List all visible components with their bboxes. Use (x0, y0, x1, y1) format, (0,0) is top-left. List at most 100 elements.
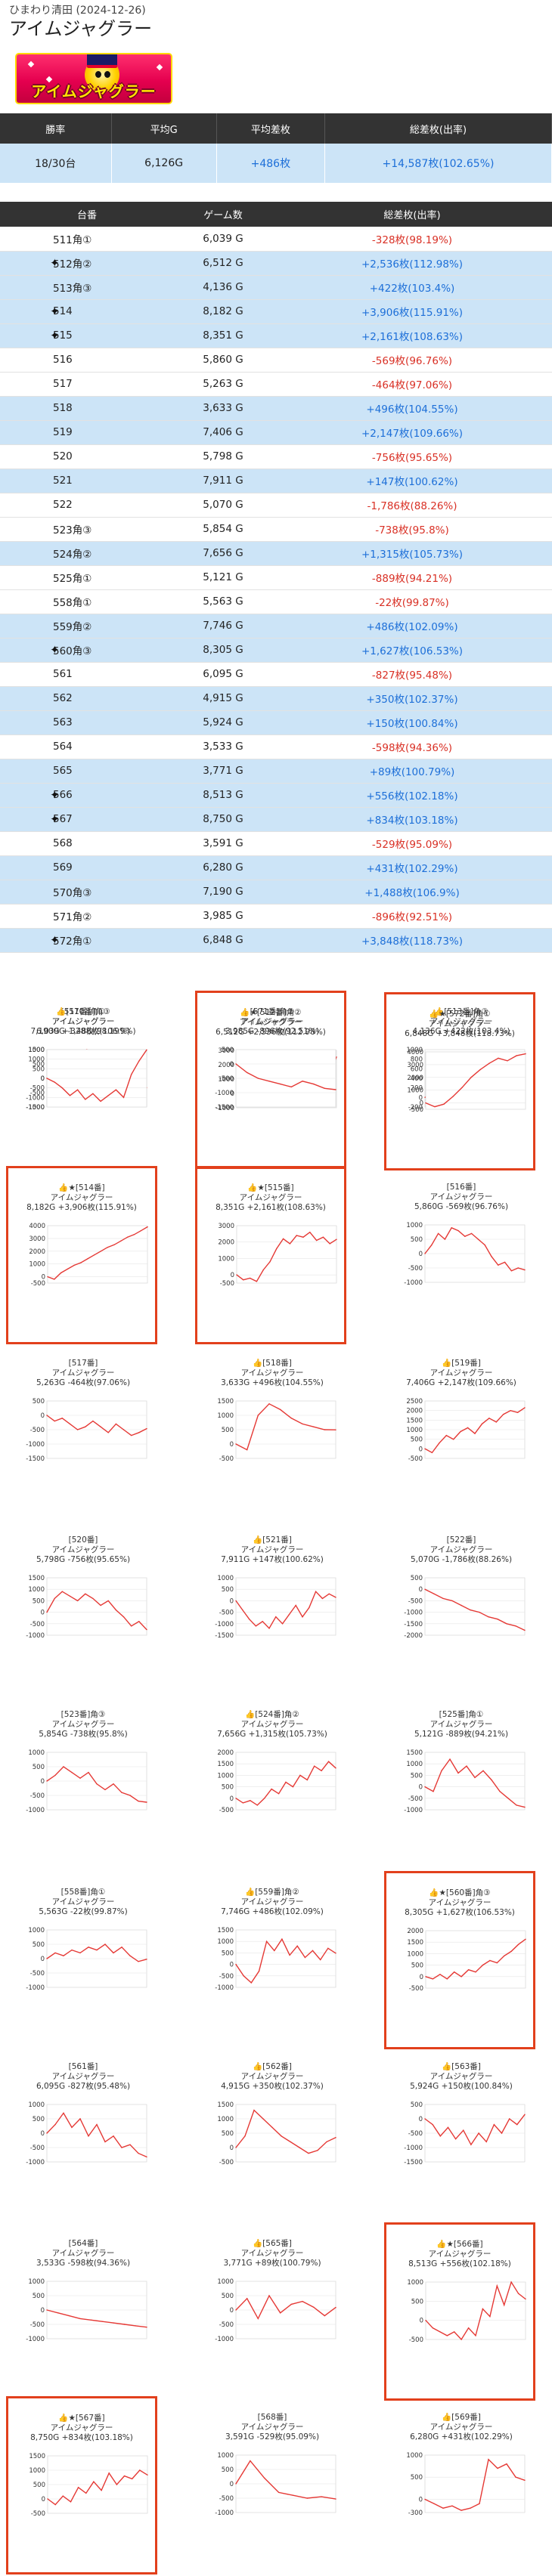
machine-graph-card[interactable]: [522番] アイムジャグラー 5,070G -1,786枚(88.26%) 500 0… (386, 1520, 537, 1699)
machine-graph-card[interactable]: [558番]角① アイムジャグラー 5,563G -22枚(99.87%) 1000 5… (8, 1872, 159, 2051)
diff-data-point (236, 1274, 237, 1276)
machine-number-link[interactable]: 559角② (0, 614, 174, 639)
y-tick-label: 500 (222, 2466, 234, 2474)
diff-data-point (424, 2118, 426, 2120)
diff-cell: -598枚(94.36%) (272, 734, 552, 759)
machine-graph-card[interactable]: [516番] アイムジャグラー 5,860G -569枚(96.76%) 1000 50… (386, 1167, 537, 1346)
machine-graph-card[interactable]: 👍★[515番] アイムジャグラー 8,351G +2,161枚(108.63%) 3… (195, 1166, 346, 1344)
y-tick-label: 0 (41, 1412, 45, 1420)
machine-graph-card[interactable]: 👍★[567番] アイムジャグラー 8,750G +834枚(103.18%) 150… (6, 2396, 157, 2574)
machine-number-link[interactable]: 521 (0, 469, 174, 493)
machine-number-link[interactable]: 517 (0, 372, 174, 397)
y-tick-label: 500 (33, 2116, 45, 2123)
machine-number-link[interactable]: 562 (0, 686, 174, 711)
plot-area (425, 2281, 526, 2340)
diff-data-point (116, 2484, 118, 2485)
machine-number-link[interactable]: 522 (0, 493, 174, 518)
games-cell: 6,280 G (174, 855, 272, 880)
machine-graph-card[interactable]: [564番] アイムジャグラー 3,533G -598枚(94.36%) 1000 50… (8, 2224, 159, 2402)
games-cell: 5,924 G (174, 710, 272, 735)
machine-graph-card[interactable]: 👍★[514番] アイムジャグラー 8,182G +3,906枚(115.91%) 4… (6, 1166, 157, 1344)
machine-number-link[interactable]: 516 (0, 348, 174, 373)
machine-graph-card[interactable]: 👍[519番] アイムジャグラー 7,406G +2,147枚(109.66%) 25… (386, 1344, 537, 1522)
machine-graph-card[interactable]: [517番] アイムジャグラー 5,263G -464枚(97.06%) 500 0 -5… (8, 1344, 159, 1522)
machine-number-link[interactable]: ✦ 560角③ (0, 638, 174, 663)
machine-number-link[interactable]: 564 (0, 734, 174, 759)
y-tick-label: 4000 (407, 1049, 423, 1056)
machine-number-link[interactable]: ✦ 572角① (0, 928, 174, 953)
machine-number-link[interactable]: 511角① (0, 227, 174, 252)
diff-data-point (289, 1954, 290, 1956)
games-cell: 3,771 G (174, 759, 272, 784)
diff-cell: +486枚(102.09%) (272, 614, 552, 639)
games-cell: 7,656 G (174, 541, 272, 566)
machine-number-link[interactable]: 563 (0, 710, 174, 735)
diff-data-point (510, 1270, 513, 1272)
machine-graph-card[interactable]: [523番]角③ アイムジャグラー 5,854G -738枚(95.8%) 1000 5… (8, 1695, 159, 1873)
card-model-name: アイムジャグラー (239, 1018, 302, 1027)
diff-data-point (79, 1777, 81, 1779)
machine-number-link[interactable]: 525角① (0, 565, 174, 590)
machine-graph-card[interactable]: 👍★[566番] アイムジャグラー 8,513G +556枚(102.18%) 100… (384, 2222, 535, 2401)
machine-number-link[interactable]: ✦ 515 (0, 323, 174, 348)
diff-data-point (278, 1793, 280, 1795)
machine-number-link[interactable]: ✦ 566 (0, 783, 174, 808)
diff-data-point (451, 1600, 453, 1602)
diff-graph-chart: 1000 500 0 -500 -1000 (404, 1222, 526, 1285)
diff-data-point (474, 1777, 476, 1779)
machine-number-link[interactable]: 569 (0, 855, 174, 880)
diff-data-point (264, 2477, 265, 2479)
y-tick-label: -500 (408, 1265, 423, 1273)
machine-number-link[interactable]: 571角② (0, 904, 174, 929)
machine-number-link[interactable]: ✦ 512角② (0, 251, 174, 276)
machine-graph-card[interactable]: [571番]角② アイムジャグラー 3,985G -896枚(92.51%) 500 0… (197, 992, 348, 1170)
card-stats: 7,656G +1,315枚(105.73%) (217, 1730, 327, 1739)
machine-number-link[interactable]: 518 (0, 396, 174, 421)
machine-graph-card[interactable]: 👍[524番]角② アイムジャグラー 7,656G +1,315枚(105.73%)… (197, 1695, 348, 1873)
machine-graph-card[interactable]: 👍[559番]角② アイムジャグラー 7,746G +486枚(102.09%) 15… (197, 1872, 348, 2051)
sparkle-icon: ✦ (50, 255, 60, 270)
y-tick-label: 0 (41, 1778, 45, 1786)
machine-number-link[interactable]: ✦ 567 (0, 807, 174, 832)
machine-graph-card[interactable]: [568番] アイムジャグラー 3,591G -529枚(95.09%) 1000 50… (197, 2398, 348, 2576)
machine-graph-card[interactable]: 👍[570番]角③ アイムジャグラー 7,190G +1,488枚(106.9%) 1… (8, 992, 159, 1170)
machine-graph-card[interactable]: 👍[569番] アイムジャグラー 6,280G +431枚(102.29%) 1000… (386, 2398, 537, 2576)
card-stats: 5,563G -22枚(99.87%) (39, 1907, 128, 1916)
card-title: [516番] (386, 1183, 537, 1192)
thumbs-up-icon: 👍 (245, 1710, 256, 1719)
machine-number: 525角① (53, 573, 92, 585)
machine-number-link[interactable]: 558角① (0, 589, 174, 614)
machine-graph-card[interactable]: 👍★[560番]角③ アイムジャグラー 8,305G +1,627枚(106.53%… (384, 1871, 535, 2049)
machine-graph-card[interactable]: 👍[521番] アイムジャグラー 7,911G +147枚(100.62%) 1000… (197, 1520, 348, 1699)
machine-number-link[interactable]: 519 (0, 420, 174, 445)
machine-number-link[interactable]: 568 (0, 831, 174, 856)
y-tick-label: 1000 (217, 2452, 234, 2460)
machine-number-link[interactable]: 513角③ (0, 275, 174, 300)
machine-graph-card[interactable]: 👍[563番] アイムジャグラー 5,924G +150枚(100.84%) 500 0… (386, 2047, 537, 2225)
card-machine-number: [568番] (257, 2413, 287, 2422)
machine-number-link[interactable]: 520 (0, 444, 174, 469)
machine-graph-card[interactable]: [525番]角① アイムジャグラー 5,121G -889枚(94.21%) 1500… (386, 1695, 537, 1873)
machine-number-link[interactable]: 524角② (0, 541, 174, 566)
machine-graph-card[interactable]: 👍[562番] アイムジャグラー 4,915G +350枚(102.37%) 1500… (197, 2047, 348, 2225)
diff-graph-chart: 1000 500 0 -500 -1000 (215, 2452, 336, 2516)
diff-cell: +2,147枚(109.66%) (272, 420, 552, 445)
card-machine-number: [523番]角③ (60, 1710, 106, 1719)
machine-number-link[interactable]: 570角③ (0, 880, 174, 905)
machine-graph-card[interactable]: [520番] アイムジャグラー 5,798G -756枚(95.65%) 1500 10… (8, 1520, 159, 1699)
machine-number-link[interactable]: 561 (0, 662, 174, 687)
machine-number-link[interactable]: ✦ 514 (0, 299, 174, 324)
machine-graph-card[interactable]: [561番] アイムジャグラー 6,095G -827枚(95.48%) 1000 50… (8, 2047, 159, 2225)
diff-graph-chart: 500 0 -500 -1000 -1500 (404, 2101, 526, 2165)
machine-number: 512角② (53, 258, 92, 271)
machine-graph-card[interactable]: 👍[518番] アイムジャグラー 3,633G +496枚(104.55%) 1500… (197, 1344, 348, 1522)
diff-data-point (321, 1597, 324, 1600)
machine-graph-card[interactable]: 👍[565番] アイムジャグラー 3,771G +89枚(100.79%) 1000 5… (197, 2224, 348, 2402)
diff-graph-chart: 1000 500 0 -500 -1000 (26, 2278, 147, 2342)
machine-number-link[interactable]: 523角③ (0, 517, 174, 542)
machine-graph-card[interactable]: 👍★[572番]角① アイムジャグラー 6,848G +3,848枚(118.73%… (384, 992, 535, 1170)
machine-number-link[interactable]: 565 (0, 759, 174, 784)
card-model-name: アイムジャグラー (430, 1192, 493, 1201)
diff-data-point (146, 1628, 147, 1631)
y-tick-label: 2000 (218, 1062, 234, 1069)
